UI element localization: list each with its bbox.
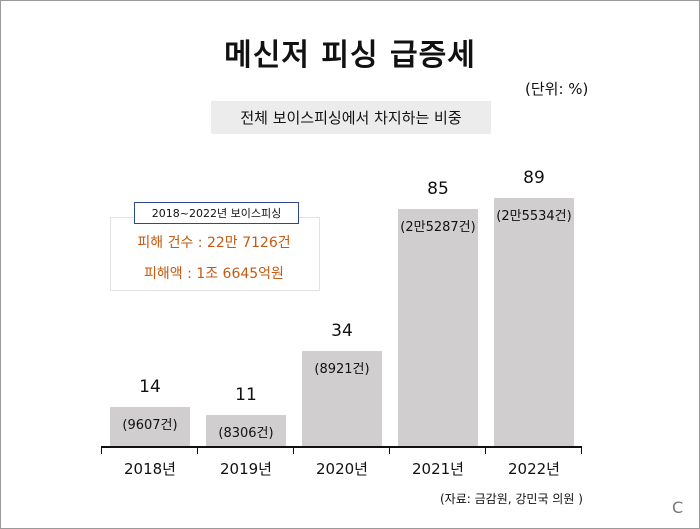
bar-count-label: (2만5534건) xyxy=(496,208,572,224)
bar-value-label: 85 xyxy=(427,178,449,199)
bar-count-label: (8306건) xyxy=(218,426,274,442)
x-axis-tick xyxy=(101,446,102,454)
bar-2019년 xyxy=(206,415,286,446)
bar-count-label: (8921건) xyxy=(314,362,370,378)
bar-2020년 xyxy=(302,351,382,446)
bar-value-label: 11 xyxy=(235,385,257,406)
info-damage-amount: 피해액 : 1조 6645억원 xyxy=(144,266,284,282)
x-tick-label: 2022년 xyxy=(508,460,560,478)
bar-value-label: 89 xyxy=(523,167,545,188)
x-axis-tick xyxy=(581,446,582,454)
source-note: (자료: 금감원, 강민국 의원 ) xyxy=(440,492,583,506)
x-axis-tick xyxy=(389,446,390,454)
x-tick-label: 2018년 xyxy=(124,460,176,478)
bar-count-label: (9607건) xyxy=(122,417,178,433)
x-tick-label: 2019년 xyxy=(220,460,272,478)
x-axis-tick xyxy=(197,446,198,454)
chart-subtitle: 전체 보이스피싱에서 차지하는 비중 xyxy=(211,101,491,134)
x-tick-label: 2020년 xyxy=(316,460,368,478)
chart-title: 메신저 피싱 급증세 xyxy=(224,38,476,73)
x-axis-tick xyxy=(485,446,486,454)
x-axis-tick xyxy=(293,446,294,454)
bar-value-label: 14 xyxy=(139,376,161,397)
info-tag: 2018~2022년 보이스피싱 xyxy=(134,202,299,224)
corner-mark: C xyxy=(672,498,684,517)
bar-2018년 xyxy=(110,406,190,446)
x-axis-line xyxy=(101,446,582,448)
bar-count-label: (2만5287건) xyxy=(400,219,476,235)
bar-value-label: 34 xyxy=(331,321,353,342)
x-tick-label: 2021년 xyxy=(412,460,464,478)
bar-2022년 xyxy=(494,197,574,446)
unit-label: (단위: %) xyxy=(525,80,589,98)
bar-2021년 xyxy=(398,208,478,446)
info-damage-count: 피해 건수 : 22만 7126건 xyxy=(137,235,291,251)
